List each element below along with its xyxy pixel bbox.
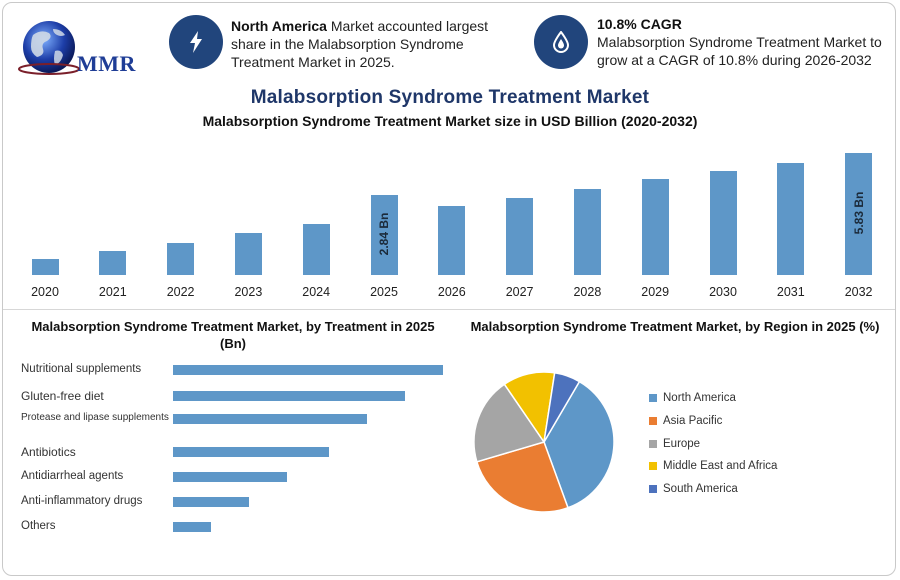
highlight-region-bold: North America	[231, 18, 327, 34]
bar-2026	[438, 206, 466, 275]
cagr-drop-icon	[534, 15, 588, 69]
highlight-cagr-text: Malabsorption Syndrome Treatment Market …	[597, 34, 882, 68]
treatment-bar	[173, 365, 443, 375]
treatment-chart-title: Malabsorption Syndrome Treatment Market,…	[31, 319, 435, 351]
pie-slice-europe	[473, 383, 546, 463]
treatment-bar	[173, 391, 405, 401]
pie-slice-asia-pacific	[475, 441, 569, 513]
data-label-2032: 5.83 Bn	[851, 191, 866, 235]
bar-2021	[99, 250, 127, 275]
legend-label: Europe	[663, 438, 701, 450]
x-tick-label: 2025	[370, 285, 398, 299]
treatment-label: Others	[21, 520, 56, 532]
legend-item: Middle East and Africa	[649, 460, 777, 472]
treatment-bar	[173, 472, 287, 482]
treatment-bar	[173, 497, 249, 507]
logo-text: MMR	[77, 51, 136, 76]
treatment-label: Protease and lipase supplements	[21, 412, 169, 423]
bar-2027	[506, 198, 534, 275]
treatment-label: Anti-inflammatory drugs	[21, 495, 143, 507]
x-tick-label: 2027	[505, 285, 534, 299]
legend-item: Europe	[649, 438, 700, 450]
treatment-label: Nutritional supplements	[21, 363, 142, 375]
legend-swatch	[649, 394, 657, 402]
x-tick-label: 2032	[844, 285, 873, 299]
bar-2028	[573, 188, 601, 275]
legend-swatch	[649, 485, 657, 493]
globe-icon	[18, 21, 80, 75]
treatment-bar	[173, 447, 329, 457]
highlight-region-text: Market accounted largest share in the Ma…	[231, 18, 489, 70]
legend-swatch	[649, 417, 657, 425]
region-chart-title: Malabsorption Syndrome Treatment Market,…	[470, 319, 880, 334]
bar-2031	[777, 162, 805, 275]
bar-2022	[167, 242, 195, 275]
bar-chart-title: Malabsorption Syndrome Treatment Market …	[202, 113, 698, 129]
legend-item: Asia Pacific	[649, 415, 722, 427]
x-tick-label: 2030	[709, 285, 737, 299]
section-divider	[3, 309, 895, 310]
treatment-label: Antidiarrheal agents	[21, 470, 124, 482]
page-title: Malabsorption Syndrome Treatment Market	[250, 87, 650, 108]
bar-2030	[709, 171, 737, 275]
legend-label: Middle East and Africa	[663, 460, 778, 472]
lightning-bolt-icon	[169, 15, 223, 69]
treatment-bar	[173, 522, 211, 532]
legend-label: Asia Pacific	[663, 415, 723, 427]
legend-swatch	[649, 440, 657, 448]
legend-label: North America	[663, 392, 736, 404]
x-tick-label: 2023	[234, 285, 263, 299]
mmr-logo: MMR	[15, 17, 145, 79]
bar-2020	[31, 259, 59, 275]
legend-swatch	[649, 462, 657, 470]
legend-label: South America	[663, 483, 738, 495]
x-tick-label: 2022	[166, 285, 195, 299]
legend-item: South America	[649, 483, 738, 495]
x-tick-label: 2028	[573, 285, 602, 299]
treatment-bar	[173, 414, 367, 424]
bar-2023	[234, 233, 262, 275]
data-label-2025: 2.84 Bn	[377, 212, 391, 256]
legend-item: North America	[649, 392, 736, 404]
x-tick-label: 2024	[302, 285, 331, 299]
x-tick-label: 2029	[641, 285, 670, 299]
pie-slice-south-america	[543, 371, 581, 443]
treatment-label: Gluten-free diet	[21, 389, 104, 403]
highlight-cagr-bold: 10.8% CAGR	[597, 16, 682, 32]
x-tick-label: 2026	[437, 285, 466, 299]
bar-2024	[302, 223, 330, 275]
region-pie-chart	[473, 371, 615, 513]
x-tick-label: 2031	[776, 285, 805, 299]
bar-2025	[370, 194, 398, 275]
highlight-region: North America Market accounted largest s…	[231, 17, 501, 71]
bar-2032	[845, 153, 873, 275]
x-tick-label: 2021	[98, 285, 127, 299]
treatment-label: Antibiotics	[21, 445, 76, 459]
highlight-cagr: 10.8% CAGR Malabsorption Syndrome Treatme…	[597, 15, 893, 69]
bar-2029	[641, 178, 669, 275]
x-tick-label: 2020	[31, 285, 59, 299]
